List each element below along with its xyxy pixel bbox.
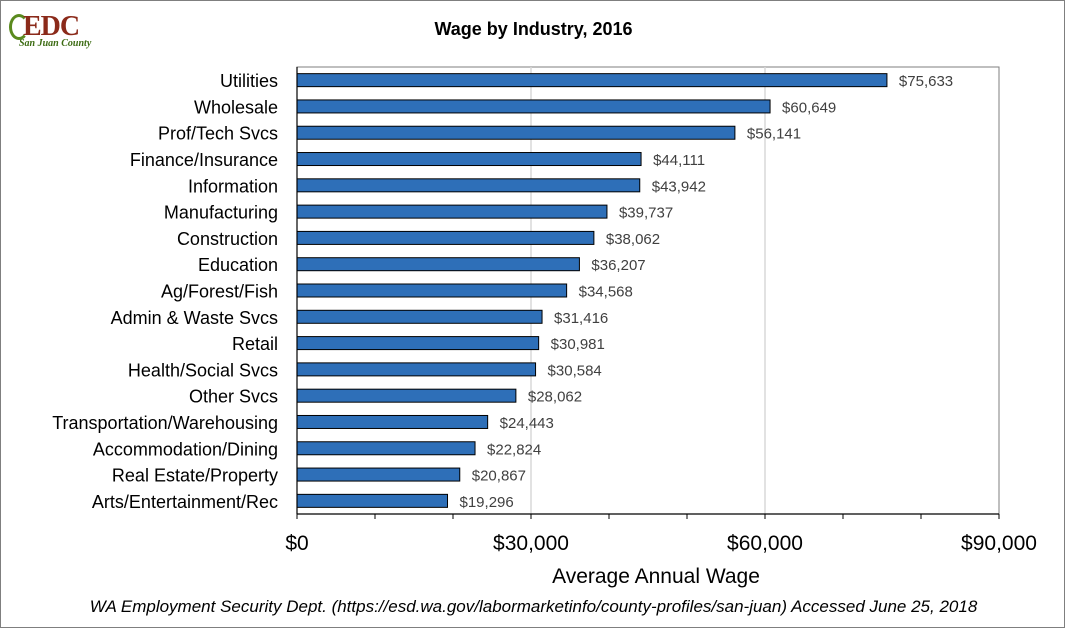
data-label: $60,649 bbox=[782, 99, 836, 116]
bar-13 bbox=[296, 414, 489, 429]
bar-1 bbox=[296, 99, 771, 114]
category-label: Transportation/Warehousing bbox=[52, 413, 278, 433]
bar-3 bbox=[296, 152, 642, 167]
category-label: Accommodation/Dining bbox=[93, 439, 278, 459]
data-label: $39,737 bbox=[619, 205, 673, 222]
x-tick-label: $90,000 bbox=[961, 532, 1037, 555]
x-tick-label: $60,000 bbox=[727, 532, 803, 555]
x-axis-label: Average Annual Wage bbox=[552, 565, 760, 588]
category-label: Manufacturing bbox=[164, 203, 278, 223]
bar-6 bbox=[296, 230, 595, 245]
data-label: $31,416 bbox=[554, 310, 608, 327]
category-label: Health/Social Svcs bbox=[128, 360, 278, 380]
category-label: Ag/Forest/Fish bbox=[161, 282, 278, 302]
category-label: Other Svcs bbox=[189, 387, 278, 407]
bar-14 bbox=[296, 441, 476, 456]
category-label: Utilities bbox=[220, 71, 278, 91]
bar-0 bbox=[296, 73, 888, 88]
data-label: $36,207 bbox=[591, 257, 645, 274]
category-label: Admin & Waste Svcs bbox=[111, 308, 278, 328]
category-label: Real Estate/Property bbox=[112, 466, 278, 486]
category-label: Construction bbox=[177, 229, 278, 249]
bar-4 bbox=[296, 178, 641, 193]
data-label: $22,824 bbox=[487, 441, 541, 458]
logo-text: EDC bbox=[23, 11, 80, 42]
source-note: WA Employment Security Dept. (https://es… bbox=[89, 597, 978, 616]
bar-10 bbox=[296, 336, 540, 351]
bar-9 bbox=[296, 309, 543, 324]
category-label: Education bbox=[198, 255, 278, 275]
category-label: Finance/Insurance bbox=[130, 150, 278, 170]
data-label: $19,296 bbox=[460, 494, 514, 511]
category-label: Wholesale bbox=[194, 97, 278, 117]
bar-16 bbox=[296, 493, 449, 508]
logo-subtitle: San Juan County bbox=[19, 38, 92, 49]
data-label: $34,568 bbox=[579, 284, 633, 301]
category-label: Retail bbox=[232, 334, 278, 354]
data-label: $43,942 bbox=[652, 178, 706, 195]
bar-8 bbox=[296, 283, 568, 298]
data-label: $30,584 bbox=[548, 362, 602, 379]
data-label: $75,633 bbox=[899, 73, 953, 90]
bar-7 bbox=[296, 257, 580, 272]
chart-title: Wage by Industry, 2016 bbox=[434, 19, 633, 39]
bar-5 bbox=[296, 204, 608, 219]
bar-11 bbox=[296, 362, 537, 377]
edc-logo: EDC San Juan County bbox=[9, 7, 109, 49]
bar-12 bbox=[296, 388, 517, 403]
data-label: $38,062 bbox=[606, 231, 660, 248]
data-label: $30,981 bbox=[551, 336, 605, 353]
data-label: $56,141 bbox=[747, 126, 801, 143]
category-label: Arts/Entertainment/Rec bbox=[92, 492, 278, 512]
logo-leaf-icon bbox=[9, 14, 29, 40]
bar-2 bbox=[296, 125, 736, 140]
data-label: $24,443 bbox=[500, 415, 554, 432]
bar-15 bbox=[296, 467, 461, 482]
data-label: $44,111 bbox=[653, 152, 705, 169]
category-label: Prof/Tech Svcs bbox=[158, 124, 278, 144]
x-tick-label: $0 bbox=[285, 532, 308, 555]
data-label: $28,062 bbox=[528, 389, 582, 406]
category-label: Information bbox=[188, 176, 278, 196]
x-tick-label: $30,000 bbox=[493, 532, 569, 555]
data-label: $20,867 bbox=[472, 468, 526, 485]
